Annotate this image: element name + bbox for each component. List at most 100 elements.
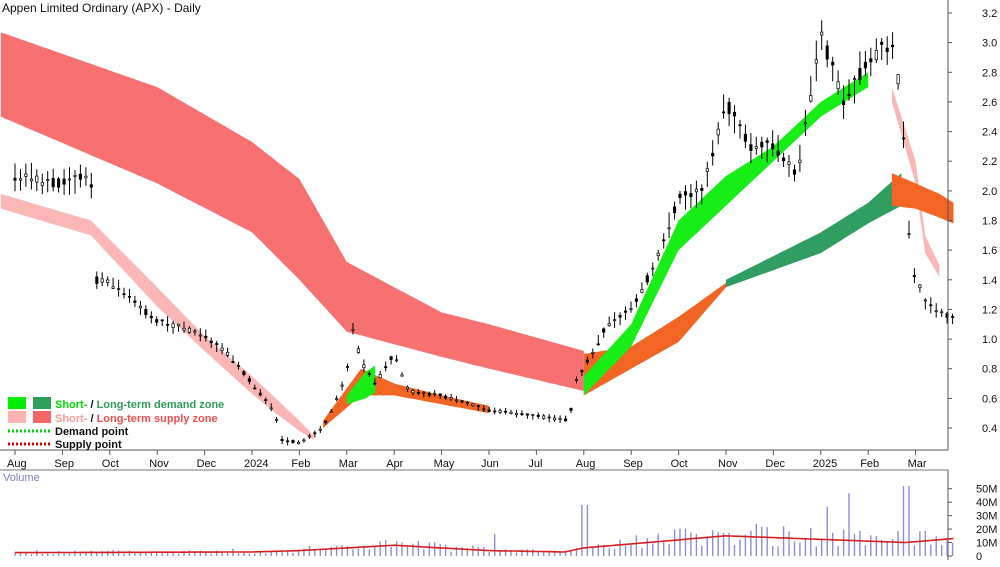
price-candle-body	[574, 379, 579, 381]
price-candle-body	[198, 334, 202, 337]
price-candle-body	[215, 343, 219, 345]
price-candle-body	[193, 330, 197, 333]
price-candle-body	[880, 41, 884, 45]
volume-tick-label: 40M	[976, 497, 997, 509]
price-candle-body	[689, 193, 693, 198]
price-candle-body	[929, 304, 933, 307]
price-candle-body	[329, 410, 333, 413]
price-candle-body	[46, 179, 50, 181]
price-candle-body	[678, 193, 682, 198]
price-candle-body	[885, 47, 889, 53]
price-candle-body	[438, 393, 442, 396]
price-candle-body	[209, 340, 213, 344]
legend-supply-short: Short-	[55, 413, 88, 425]
price-candle-body	[760, 141, 764, 148]
volume-tick-label: 0	[976, 551, 982, 562]
price-candle-body	[78, 173, 82, 180]
price-candle-body	[275, 418, 279, 421]
legend-swatch-long-demand	[33, 397, 51, 409]
price-candle-body	[57, 178, 61, 188]
price-candle-body	[683, 191, 688, 196]
month-label: Apr	[386, 458, 403, 470]
price-candle-body	[825, 45, 829, 60]
price-candle-body	[629, 308, 633, 310]
price-candle-body	[471, 403, 475, 407]
price-candle-body	[67, 178, 72, 181]
price-bars	[13, 20, 955, 446]
short-term-demand-zone	[346, 72, 869, 405]
price-candle-body	[803, 122, 807, 125]
legend-swatch-short-demand	[8, 397, 26, 409]
price-candle-body	[912, 275, 916, 277]
price-candle-body	[236, 365, 241, 367]
price-candle-body	[40, 181, 44, 186]
price-candle-body	[340, 384, 344, 387]
price-tick-label: 2.6	[982, 97, 997, 109]
volume-label: Volume	[3, 472, 40, 484]
price-candle-body	[253, 387, 257, 390]
price-tick-label: 2.4	[982, 127, 997, 139]
price-candle-body	[863, 61, 867, 69]
price-candle-body	[291, 440, 295, 443]
price-candle-body	[542, 415, 546, 419]
price-candle-body	[313, 432, 317, 435]
price-candle-body	[133, 300, 137, 303]
legend-demand-point: Demand point	[55, 426, 129, 438]
legend-demand-short: Short-	[55, 399, 88, 411]
price-candle-body	[127, 296, 132, 298]
month-label: Oct	[671, 458, 688, 470]
legend-swatch-long-supply	[33, 411, 51, 423]
price-candle-body	[738, 124, 742, 127]
price-candle-body	[160, 319, 164, 322]
price-candle-body	[411, 390, 415, 394]
price-candle-body	[509, 411, 513, 414]
price-candle-body	[182, 327, 186, 331]
price-candle-body	[62, 178, 66, 185]
price-candle-body	[923, 299, 927, 302]
short-demand-zone	[583, 72, 869, 396]
price-tick-label: 1.8	[982, 216, 997, 228]
x-axis: Aug Sep Oct Nov Dec 2024 Feb Mar Apr May Jun Jul Aug…	[7, 450, 927, 470]
price-axis: 3.2 3.0 2.8 2.6 2.4 2.2 2.0 1.8 1.6 1.4 1.2 1.0 0.8 0…	[948, 8, 997, 435]
price-candle-body	[596, 343, 600, 346]
short-demand-zone-2	[346, 365, 376, 405]
orange-zone-1	[583, 282, 726, 396]
price-candle-body	[362, 364, 366, 369]
price-candle-body	[247, 378, 251, 382]
price-candle-body	[514, 413, 519, 416]
price-candle-body	[242, 371, 246, 376]
price-candle-body	[662, 239, 666, 242]
legend-demand-zone: Short- / Long-term demand zone	[55, 399, 224, 411]
price-candle-body	[711, 152, 715, 157]
price-candle-body	[536, 414, 540, 417]
price-candle-body	[405, 386, 410, 390]
price-candle-body	[591, 352, 595, 354]
price-candle-body	[585, 359, 589, 363]
month-label: Sep	[54, 458, 74, 470]
price-candle-body	[520, 413, 524, 415]
price-candle-body	[176, 323, 181, 327]
price-candle-body	[149, 315, 153, 319]
price-candle-body	[498, 410, 502, 413]
price-candle-body	[400, 374, 404, 377]
price-candle-body	[395, 359, 399, 362]
month-label: Jun	[481, 458, 499, 470]
price-candle-body	[95, 276, 99, 284]
legend-supply-zone: Short- / Long-term supply zone	[55, 413, 218, 425]
price-candle-body	[482, 408, 486, 411]
month-label: Nov	[718, 458, 738, 470]
legend-supply-point: Supply point	[55, 439, 122, 451]
price-candle-body	[269, 407, 273, 410]
price-candle-body	[373, 382, 377, 385]
price-candle-body	[901, 137, 906, 140]
price-candle-body	[705, 168, 709, 172]
price-candle-body	[569, 408, 573, 411]
price-candle-body	[465, 401, 469, 404]
month-label: Dec	[197, 458, 217, 470]
price-candle-body	[934, 310, 938, 313]
price-candle-body	[433, 392, 437, 395]
price-candle-body	[743, 133, 747, 142]
price-candle-body	[427, 392, 431, 396]
price-candle-body	[798, 159, 802, 163]
price-candle-body	[951, 316, 955, 318]
